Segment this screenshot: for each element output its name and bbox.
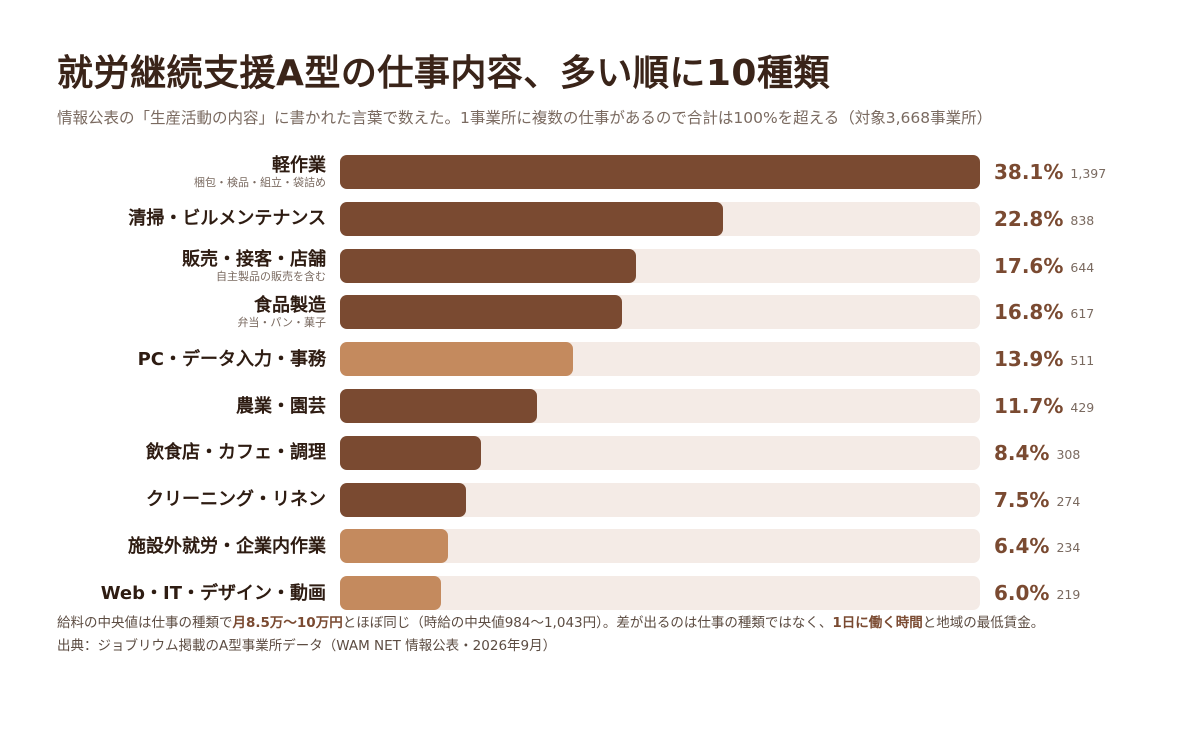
- bar-row: クリーニング・リネン 7.5% 274: [0, 482, 1200, 517]
- bar: [340, 576, 441, 611]
- chart-title: 就労継続支援A型の仕事内容、多い順に10種類: [57, 53, 830, 94]
- bar-row: 農業・園芸 11.7% 429: [0, 389, 1200, 423]
- bar-row: 施設外就労・企業内作業 6.4% 234: [0, 529, 1200, 564]
- value-label-group: 16.8% 617: [994, 295, 1094, 329]
- footnote-highlight-salary: 月8.5万〜10万円: [232, 615, 343, 631]
- percent-label: 11.7%: [994, 394, 1064, 418]
- value-label-group: 6.0% 219: [994, 576, 1080, 610]
- bar-track: [340, 342, 980, 377]
- bar-track: [340, 295, 980, 330]
- bar-track: [340, 435, 980, 470]
- bar: [340, 435, 482, 470]
- count-label: 219: [1056, 587, 1081, 603]
- category-label: 軽作業: [272, 155, 326, 176]
- category-label: 食品製造: [254, 295, 326, 317]
- count-label: 429: [1070, 400, 1095, 415]
- bar-row: 清掃・ビルメンテナンス 22.8% 838: [0, 201, 1200, 236]
- category-label: 農業・園芸: [236, 395, 326, 417]
- bar-track: [340, 389, 980, 423]
- value-label-group: 6.4% 234: [994, 529, 1080, 563]
- value-label-group: 38.1% 1,397: [994, 155, 1106, 189]
- value-label-group: 22.8% 838: [994, 202, 1094, 236]
- count-label: 644: [1070, 259, 1095, 275]
- bar: [340, 389, 537, 423]
- bar-row: 飲食店・カフェ・調理 8.4% 308: [0, 435, 1200, 470]
- category-label-group: クリーニング・リネン: [146, 483, 326, 517]
- bar: [340, 248, 636, 283]
- category-label-group: 食品製造 弁当・パン・菓子: [237, 295, 326, 329]
- percent-label: 22.8%: [994, 206, 1064, 231]
- bar: [340, 482, 466, 517]
- bar: [340, 295, 623, 330]
- bar-track: [340, 529, 980, 564]
- bar-row: Web・IT・デザイン・動画 6.0% 219: [0, 576, 1200, 611]
- category-label-group: 軽作業 梱包・検品・組立・袋詰め: [194, 155, 326, 189]
- category-label: 販売・接客・店舗: [182, 248, 326, 270]
- percent-label: 38.1%: [994, 160, 1064, 184]
- count-label: 617: [1070, 306, 1095, 322]
- category-label: 飲食店・カフェ・調理: [146, 442, 326, 464]
- category-label: 清掃・ビルメンテナンス: [128, 208, 326, 230]
- footnote-text-3: と地域の最低賃金。: [922, 615, 1045, 631]
- bar-track: [340, 248, 980, 283]
- percent-label: 8.4%: [994, 440, 1050, 465]
- percent-label: 6.4%: [994, 534, 1050, 559]
- footnote: 給料の中央値は仕事の種類で月8.5万〜10万円とほぼ同じ（時給の中央値984〜1…: [57, 611, 1044, 631]
- bar-row: PC・データ入力・事務 13.9% 511: [0, 342, 1200, 377]
- value-label-group: 8.4% 308: [994, 436, 1080, 470]
- footnote-text-1: 給料の中央値は仕事の種類で: [57, 615, 233, 631]
- count-label: 308: [1056, 446, 1081, 462]
- category-note: 自主製品の販売を含む: [216, 269, 326, 283]
- category-label: 施設外就労・企業内作業: [128, 535, 326, 557]
- category-label-group: Web・IT・デザイン・動画: [101, 576, 326, 610]
- bar-track: [340, 482, 980, 517]
- footnote-text-2: とほぼ同じ（時給の中央値984〜1,043円）。差が出るのは仕事の種類ではなく、: [342, 615, 833, 631]
- category-label: PC・データ入力・事務: [137, 348, 326, 370]
- value-label-group: 7.5% 274: [994, 483, 1080, 517]
- value-label-group: 11.7% 429: [994, 389, 1094, 423]
- count-label: 274: [1056, 493, 1081, 509]
- percent-label: 6.0%: [994, 581, 1050, 606]
- source-note: 出典：ジョブリウム掲載のA型事業所データ（WAM NET 情報公表・2026年9…: [57, 638, 557, 654]
- footnote-highlight-hours: 1日に働く時間: [832, 615, 923, 631]
- category-label-group: 農業・園芸: [236, 389, 326, 423]
- percent-label: 16.8%: [994, 300, 1064, 325]
- bar-track: [340, 576, 980, 611]
- bar-track: [340, 201, 980, 236]
- bar: [340, 529, 448, 564]
- category-label: クリーニング・リネン: [146, 489, 326, 511]
- percent-label: 13.9%: [994, 347, 1064, 372]
- bar: [340, 155, 980, 189]
- count-label: 1,397: [1070, 166, 1107, 181]
- bar-track: [340, 155, 980, 189]
- category-label-group: 清掃・ビルメンテナンス: [128, 202, 326, 236]
- category-label-group: PC・データ入力・事務: [138, 342, 326, 376]
- count-label: 234: [1056, 540, 1081, 556]
- percent-label: 17.6%: [994, 253, 1064, 278]
- category-label-group: 施設外就労・企業内作業: [128, 529, 326, 563]
- category-label-group: 飲食店・カフェ・調理: [146, 436, 326, 470]
- bar-row: 販売・接客・店舗 自主製品の販売を含む 17.6% 644: [0, 248, 1200, 283]
- count-label: 511: [1070, 353, 1095, 369]
- value-label-group: 13.9% 511: [994, 342, 1094, 376]
- category-label: Web・IT・デザイン・動画: [100, 582, 326, 604]
- category-label-group: 販売・接客・店舗 自主製品の販売を含む: [182, 249, 326, 283]
- category-note: 弁当・パン・菓子: [237, 316, 326, 330]
- bar: [340, 342, 574, 377]
- bar-row: 軽作業 梱包・検品・組立・袋詰め 38.1% 1,397: [0, 155, 1200, 189]
- bar-row: 食品製造 弁当・パン・菓子 16.8% 617: [0, 295, 1200, 330]
- bar: [340, 201, 723, 236]
- category-note: 梱包・検品・組立・袋詰め: [194, 176, 326, 189]
- count-label: 838: [1070, 212, 1095, 228]
- percent-label: 7.5%: [994, 487, 1050, 512]
- value-label-group: 17.6% 644: [994, 249, 1094, 283]
- chart-subtitle: 情報公表の「生産活動の内容」に書かれた言葉で数えた。1事業所に複数の仕事があるの…: [57, 109, 993, 127]
